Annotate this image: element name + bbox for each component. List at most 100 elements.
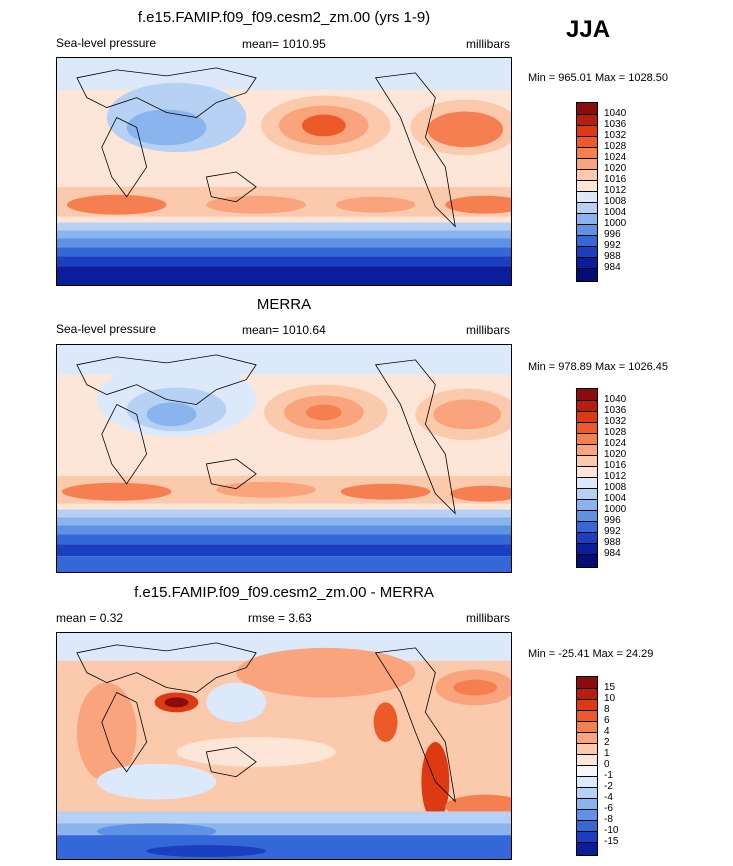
colorbar-tick-label: 1020 [604, 163, 627, 174]
panel-2-colorbar-swatch [577, 412, 597, 423]
panel-3-map [56, 632, 512, 860]
panel-3-colorbar-swatch [577, 777, 597, 788]
colorbar-tick-label: 1008 [604, 196, 627, 207]
panel-1-colorbar-swatch [577, 203, 597, 214]
colorbar-tick-label: 1032 [604, 416, 627, 427]
panel-2-colorbar-swatch [577, 434, 597, 445]
colorbar-tick-label: 1000 [604, 218, 627, 229]
panel-2-colorbar-swatch [577, 555, 597, 567]
panel-3-colorbar-swatch [577, 810, 597, 821]
panel-2-units: millibars [466, 323, 511, 337]
colorbar-tick-label: 1000 [604, 504, 627, 515]
panel-2-colorbar-swatch [577, 467, 597, 478]
panel-1-left-label: Sea-level pressure [56, 36, 157, 50]
panel-2-colorbar-swatch [577, 489, 597, 500]
colorbar-tick-label: 1012 [604, 185, 627, 196]
panel-3-colorbar-swatch [577, 711, 597, 722]
panel-3-colorbar-swatch [577, 799, 597, 810]
panel-1-colorbar-swatch [577, 115, 597, 126]
colorbar-tick-label: 1 [604, 748, 610, 759]
colorbar-tick-label: 1024 [604, 152, 627, 163]
panel-2-colorbar-swatch [577, 478, 597, 489]
colorbar-tick-label: -2 [604, 781, 613, 792]
colorbar-tick-label: -10 [604, 825, 619, 836]
panel-1-colorbar-swatch [577, 103, 597, 115]
panel-1-colorbar-swatch [577, 236, 597, 247]
colorbar-tick-label: -6 [604, 803, 613, 814]
colorbar-tick-label: 992 [604, 240, 621, 251]
colorbar-tick-label: 1016 [604, 460, 627, 471]
colorbar-tick-label: 984 [604, 548, 621, 559]
panel-3-colorbar-swatch [577, 821, 597, 832]
panel-1-colorbar-swatch [577, 192, 597, 203]
panel-3-colorbar-swatch [577, 700, 597, 711]
colorbar-tick-label: 1036 [604, 119, 627, 130]
colorbar-tick-label: 1032 [604, 130, 627, 141]
panel-1-colorbar-swatch [577, 126, 597, 137]
colorbar-tick-label: -8 [604, 814, 613, 825]
panel-2-colorbar-swatch [577, 423, 597, 434]
colorbar-tick-label: 15 [604, 682, 616, 693]
panel-3-colorbar-swatch [577, 689, 597, 700]
panel-3-minmax: Min = -25.41 Max = 24.29 [528, 648, 654, 660]
colorbar-tick-label: 996 [604, 229, 621, 240]
panel-3-colorbar [576, 676, 598, 856]
panel-1-units: millibars [466, 37, 511, 51]
colorbar-tick-label: 6 [604, 715, 610, 726]
panel-2-colorbar-swatch [577, 445, 597, 456]
colorbar-tick-label: 996 [604, 515, 621, 526]
panel-1-colorbar-swatch [577, 181, 597, 192]
panel-2-colorbar [576, 388, 598, 568]
panel-2-map [56, 344, 512, 573]
colorbar-tick-label: 0 [604, 759, 610, 770]
season-label: JJA [566, 16, 611, 43]
colorbar-tick-label: 1004 [604, 207, 627, 218]
panel-1-colorbar-swatch [577, 148, 597, 159]
colorbar-tick-label: 1040 [604, 394, 627, 405]
colorbar-tick-label: 1028 [604, 141, 627, 152]
panel-3-mean: mean = 0.32 [56, 611, 124, 625]
panel-2-colorbar-swatch [577, 533, 597, 544]
colorbar-tick-label: 988 [604, 251, 621, 262]
colorbar-tick-label: 992 [604, 526, 621, 537]
panel-1-colorbar-swatch [577, 247, 597, 258]
panel-3-title: f.e15.FAMIP.f09_f09.cesm2_zm.00 - MERRA [134, 584, 434, 601]
panel-1-colorbar-swatch [577, 137, 597, 148]
panel-2-left-label: Sea-level pressure [56, 322, 157, 336]
colorbar-tick-label: 1028 [604, 427, 627, 438]
panel-2-colorbar-swatch [577, 401, 597, 412]
colorbar-tick-label: 2 [604, 737, 610, 748]
panel-3-colorbar-swatch [577, 832, 597, 843]
colorbar-tick-label: 1016 [604, 174, 627, 185]
panel-1-colorbar [576, 102, 598, 282]
panel-2-colorbar-swatch [577, 389, 597, 401]
panel-1-colorbar-swatch [577, 214, 597, 225]
panel-1-minmax: Min = 965.01 Max = 1028.50 [528, 72, 669, 84]
colorbar-tick-label: 1024 [604, 438, 627, 449]
panel-3-colorbar-swatch [577, 766, 597, 777]
panel-3-colorbar-swatch [577, 744, 597, 755]
panel-2-mean: mean= 1010.64 [242, 323, 326, 337]
panel-1-colorbar-swatch [577, 269, 597, 281]
panel-1-title: f.e15.FAMIP.f09_f09.cesm2_zm.00 (yrs 1-9… [137, 9, 431, 26]
panel-2-title: MERRA [256, 296, 312, 313]
colorbar-tick-label: 1004 [604, 493, 627, 504]
panel-1-map [56, 57, 512, 286]
panel-3-colorbar-swatch [577, 677, 597, 689]
panel-2-colorbar-swatch [577, 511, 597, 522]
panel-1-colorbar-swatch [577, 258, 597, 269]
colorbar-tick-label: 1012 [604, 471, 627, 482]
colorbar-tick-label: -1 [604, 770, 613, 781]
colorbar-tick-label: -15 [604, 836, 619, 847]
colorbar-tick-label: 4 [604, 726, 610, 737]
colorbar-tick-label: -4 [604, 792, 613, 803]
colorbar-tick-label: 984 [604, 262, 621, 273]
panel-3-colorbar-swatch [577, 722, 597, 733]
colorbar-tick-label: 1040 [604, 108, 627, 119]
panel-2-colorbar-swatch [577, 456, 597, 467]
colorbar-tick-label: 1036 [604, 405, 627, 416]
panel-3-colorbar-swatch [577, 755, 597, 766]
panel-1-colorbar-swatch [577, 225, 597, 236]
panel-1-colorbar-swatch [577, 159, 597, 170]
panel-1-mean: mean= 1010.95 [242, 37, 326, 51]
